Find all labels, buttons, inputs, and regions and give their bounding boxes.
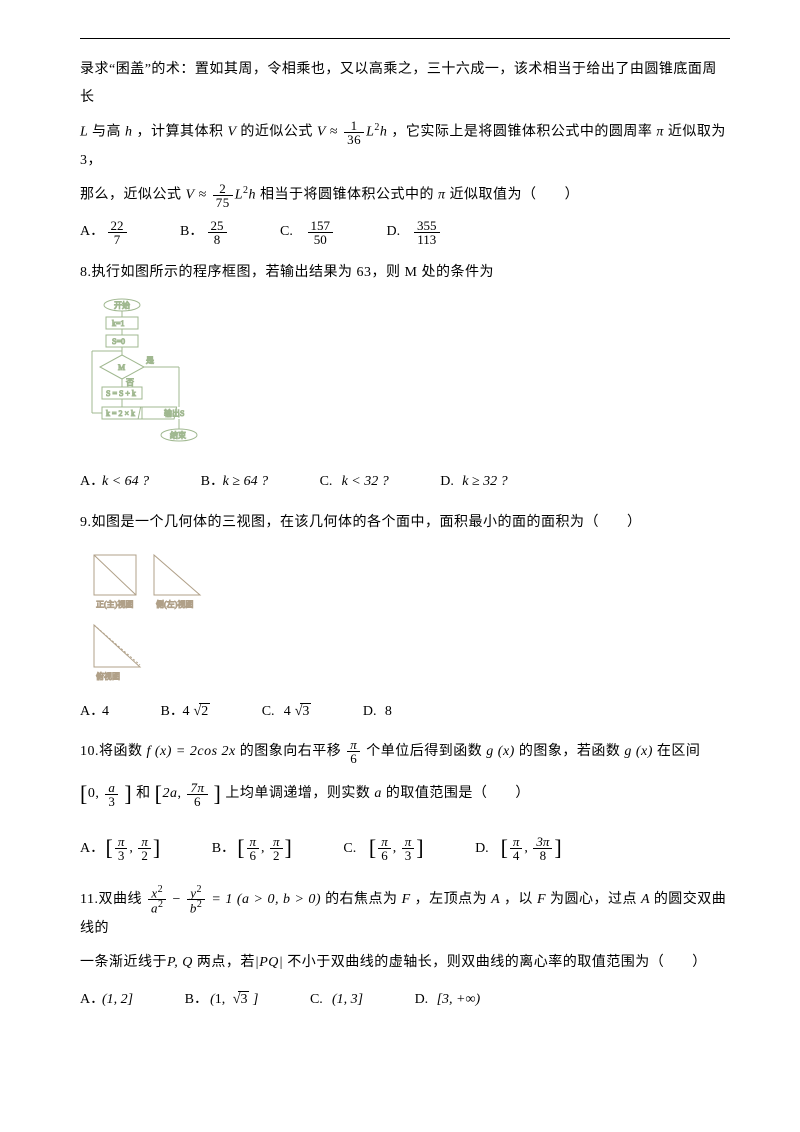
q10-line1: 10.将函数 f (x) = 2cos 2x 的图象向右平移 π6 个单位后得到… — [80, 738, 730, 766]
svg-text:侧(左)视图: 侧(左)视图 — [156, 599, 193, 609]
q7-options: A． 227 B． 258 C. 15750 D. 355113 — [80, 215, 730, 249]
q7-opt-C: C. 15750 — [280, 215, 335, 249]
q8-text: 8.执行如图所示的程序框图，若输出结果为 63，则 M 处的条件为 — [80, 259, 730, 287]
q8-options: A．k < 64 ? B．k ≥ 64 ? C.k < 32 ? D.k ≥ 3… — [80, 465, 730, 499]
svg-text:S=0: S=0 — [112, 337, 125, 346]
q8-opt-A: A．k < 64 ? — [80, 465, 149, 499]
q7-line2: L 与高 h ，计算其体积 V 的近似公式 V ≈ 136L2h ，它实际上是将… — [80, 118, 730, 175]
q11-options: A．(1, 2] B． (1, 3 ] C.(1, 3] D.[3, +∞) — [80, 983, 730, 1017]
q11-line2: 一条渐近线于P, Q 两点，若|PQ| 不小于双曲线的虚轴长，则双曲线的离心率的… — [80, 949, 730, 977]
svg-text:否: 否 — [126, 378, 134, 387]
frac-1-36: 136 — [344, 119, 364, 146]
q9-opt-A: A．4 — [80, 695, 109, 729]
svg-text:S = S + k: S = S + k — [106, 389, 136, 398]
svg-text:俯视图: 俯视图 — [96, 671, 120, 681]
q8-flowchart: 开始 k=1 S=0 M 是 否 S = S + k k = 2 × k — [84, 297, 730, 457]
svg-text:是: 是 — [146, 356, 154, 365]
q10-opt-A: A． [π3, π2] — [80, 822, 160, 875]
q7-opt-B: B． 258 — [180, 215, 229, 249]
q9-options: A．4 B．42 C.43 D.8 — [80, 695, 730, 729]
q11-opt-B: B． (1, 3 ] — [185, 983, 259, 1017]
q7-opt-D: D. 355113 — [387, 215, 442, 249]
q11-opt-C: C.(1, 3] — [310, 983, 363, 1017]
q9-opt-C: C.43 — [262, 695, 312, 729]
q9-text: 9.如图是一个几何体的三视图，在该几何体的各个面中，面积最小的面的面积为（） — [80, 509, 730, 537]
svg-text:k = 2 × k: k = 2 × k — [106, 409, 135, 418]
frac-2-75: 275 — [213, 182, 233, 209]
svg-text:正(主)视图: 正(主)视图 — [96, 599, 133, 609]
q10-options: A． [π3, π2] B． [π6, π2] C. [π6, π3] D. [… — [80, 822, 730, 875]
svg-text:结束: 结束 — [170, 430, 186, 440]
svg-text:k=1: k=1 — [112, 319, 125, 328]
q9-views: 正(主)视图 侧(左)视图 俯视图 — [84, 547, 730, 687]
svg-text:开始: 开始 — [114, 300, 130, 310]
q10-line2: [0, a3 ] 和 [2a, 7π6 ] 上均单调递增，则实数 a 的取值范围… — [80, 772, 730, 816]
q7-line1: 录求“囷盖”的术：置如其周，令相乘也，又以高乘之，三十六成一，该术相当于给出了由… — [80, 56, 730, 112]
q7-opt-A: A． 227 — [80, 215, 129, 249]
q8-opt-C: C.k < 32 ? — [320, 465, 389, 499]
q9-opt-B: B．42 — [161, 695, 211, 729]
q10-opt-C: C. [π6, π3] — [343, 822, 423, 875]
q8-opt-D: D.k ≥ 32 ? — [440, 465, 507, 499]
q8-opt-B: B．k ≥ 64 ? — [201, 465, 268, 499]
q10-opt-B: B． [π6, π2] — [212, 822, 292, 875]
page-top-rule — [80, 38, 730, 39]
q11-opt-D: D.[3, +∞) — [415, 983, 481, 1017]
q7-line3: 那么，近似公式 V ≈ 275L2h 相当于将圆锥体积公式中的 π 近似取值为（… — [80, 181, 730, 210]
q10-opt-D: D. [π4, 3π8] — [475, 822, 562, 875]
q9-opt-D: D.8 — [363, 695, 392, 729]
q11-opt-A: A．(1, 2] — [80, 983, 133, 1017]
svg-text:输出S: 输出S — [164, 408, 184, 418]
svg-text:M: M — [118, 363, 125, 372]
q11-line1: 11.双曲线 x2a2 − y2b2 = 1 (a > 0, b > 0) 的右… — [80, 885, 730, 943]
